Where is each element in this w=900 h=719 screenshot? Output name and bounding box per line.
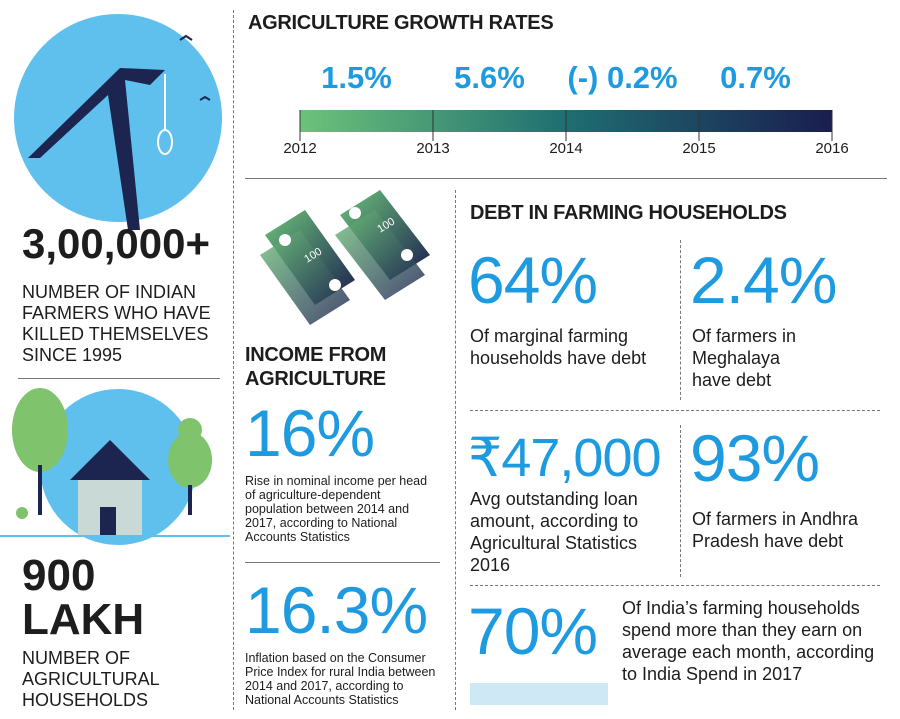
growth-rate: 1.5%	[321, 60, 392, 95]
stat-text: Inflation based on the Consumer Price In…	[245, 651, 436, 707]
year-label: 2014	[549, 140, 583, 157]
stat-value: 2.4%	[690, 243, 837, 317]
highlight	[470, 683, 608, 705]
stat-value: ₹47,000	[468, 428, 662, 488]
stat-text: Rise in nominal income per head of agric…	[245, 474, 428, 544]
divider	[470, 585, 880, 586]
stat-text: Avg outstanding loan amount, according t…	[470, 489, 639, 575]
stat-value: 3,00,000+	[22, 220, 211, 267]
stat-value: 93%	[690, 421, 820, 495]
stat-value: 64%	[468, 243, 598, 317]
divider	[680, 425, 681, 577]
section-title: AGRICULTURE GROWTH RATES	[248, 12, 554, 34]
stat-value: 16%	[245, 396, 375, 470]
year-label: 2012	[283, 140, 317, 157]
section-title: DEBT IN FARMING HOUSEHOLDS	[470, 202, 787, 224]
section-title: INCOME FROM AGRICULTURE	[245, 344, 387, 390]
growth-rate: (-) 0.2%	[567, 60, 678, 95]
divider	[470, 410, 880, 411]
stat-text: Of marginal farming households have debt	[470, 326, 647, 368]
divider	[245, 178, 887, 179]
stat-text: Of farmers in Andhra Pradesh have debt	[692, 509, 859, 551]
house-illustration	[0, 388, 230, 545]
year-label: 2015	[682, 140, 716, 157]
stat-value: 900 LAKH	[22, 551, 145, 644]
divider	[18, 378, 220, 379]
stat-text: Of farmers in Meghalaya have debt	[692, 326, 797, 390]
banknote-illustration: 100 100	[260, 190, 430, 325]
growth-timeline	[299, 110, 833, 141]
growth-rate: 0.7%	[720, 60, 791, 95]
divider	[233, 10, 234, 710]
stat-label: NUMBER OF AGRICULTURAL HOUSEHOLDS	[22, 648, 160, 710]
divider	[455, 190, 456, 710]
divider	[680, 240, 681, 400]
stat-value: 70%	[468, 594, 598, 668]
year-label: 2016	[815, 140, 849, 157]
stat-text: Of India’s farming households spend more…	[622, 598, 875, 684]
year-label: 2013	[416, 140, 450, 157]
stat-value: 16.3%	[245, 573, 428, 647]
suicide-illustration	[14, 14, 222, 230]
stat-label: NUMBER OF INDIAN FARMERS WHO HAVE KILLED…	[22, 282, 211, 365]
divider	[245, 562, 440, 563]
growth-rate: 5.6%	[454, 60, 525, 95]
